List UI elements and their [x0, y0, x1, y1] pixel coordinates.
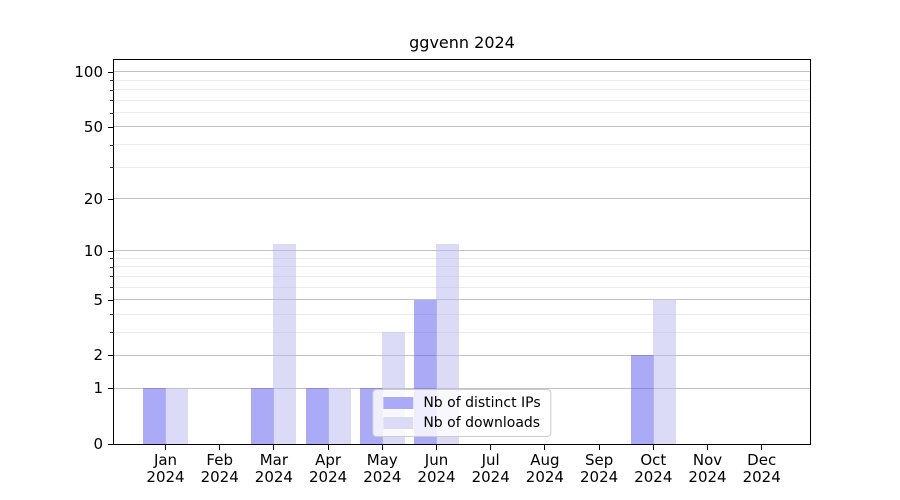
gridline-minor [114, 89, 810, 91]
gridline-minor [114, 257, 810, 259]
y-tick-label: 100 [74, 62, 103, 81]
gridline-minor [114, 144, 810, 146]
y-major-tick [108, 355, 114, 357]
gridline-major [114, 71, 810, 73]
y-tick-label: 10 [83, 241, 103, 260]
x-tick [598, 445, 600, 450]
gridline-minor [114, 166, 810, 168]
bar-downloads-jan [165, 388, 188, 444]
y-minor-tick [110, 266, 114, 268]
y-major-tick [108, 250, 114, 252]
gridline-minor [114, 266, 810, 268]
x-tick [381, 445, 383, 450]
y-tick-label: 1 [93, 379, 103, 398]
x-tick [490, 445, 492, 450]
y-major-tick [108, 71, 114, 73]
y-minor-tick [110, 112, 114, 114]
bar-distinct-ips-oct [630, 355, 654, 444]
y-minor-tick [110, 287, 114, 289]
y-minor-tick [110, 332, 114, 334]
x-tick-label: Dec 2024 [742, 451, 781, 486]
x-tick-label: Aug 2024 [525, 451, 564, 486]
plot-area: Nb of distinct IPs Nb of downloads [113, 59, 811, 445]
x-tick [707, 445, 708, 450]
y-minor-tick [110, 144, 114, 146]
bar-distinct-ips-apr [305, 388, 329, 444]
bar-distinct-ips-mar [251, 388, 275, 444]
x-tick [165, 445, 166, 450]
y-tick-label: 50 [83, 117, 103, 136]
gridline-minor [114, 313, 810, 315]
legend: Nb of distinct IPs Nb of downloads [372, 389, 552, 437]
x-tick-label: Jun 2024 [417, 451, 456, 486]
y-minor-tick [110, 276, 114, 278]
bar-distinct-ips-jan [143, 388, 166, 444]
y-tick-label: 2 [93, 346, 103, 365]
gridline-major [114, 126, 810, 128]
gridline-minor [114, 99, 810, 101]
chart-title: ggvenn 2024 [409, 33, 515, 52]
x-tick-label: Apr 2024 [309, 451, 348, 486]
y-major-tick [108, 388, 114, 390]
y-major-tick [108, 126, 114, 128]
legend-swatch-distinct-ips [383, 397, 414, 409]
y-tick-label: 0 [93, 435, 103, 453]
x-tick-label: Oct 2024 [634, 451, 673, 486]
gridline-major [114, 198, 810, 199]
legend-swatch-downloads [383, 417, 414, 429]
legend-label: Nb of distinct IPs [423, 395, 541, 411]
legend-item: Nb of distinct IPs [383, 395, 541, 411]
gridline-minor [114, 275, 810, 277]
x-tick-label: Feb 2024 [200, 451, 239, 486]
x-tick-label: Mar 2024 [254, 451, 293, 486]
gridline-minor [114, 79, 810, 81]
y-major-tick [108, 198, 114, 200]
legend-label: Nb of downloads [423, 415, 541, 431]
x-tick [436, 445, 437, 450]
bar-downloads-apr [327, 388, 351, 444]
x-tick [219, 445, 221, 450]
x-tick-label: Jul 2024 [471, 451, 510, 486]
gridline-major [114, 354, 810, 356]
gridline-minor [114, 112, 810, 114]
y-minor-tick [110, 167, 114, 169]
gridline-major [114, 387, 810, 389]
x-tick [652, 445, 654, 450]
x-tick-label: Sep 2024 [580, 451, 619, 486]
bar-downloads-oct [652, 299, 676, 444]
x-tick-label: May 2024 [363, 451, 402, 486]
y-major-tick [108, 444, 114, 445]
legend-item: Nb of downloads [383, 415, 540, 431]
y-minor-tick [110, 258, 114, 260]
gridline-minor [114, 286, 810, 288]
y-minor-tick [110, 314, 114, 316]
y-major-tick [108, 299, 114, 301]
x-tick-label: Jan 2024 [146, 451, 185, 486]
bar-downloads-mar [273, 243, 297, 444]
x-tick-label: Nov 2024 [688, 451, 727, 486]
x-tick [327, 445, 329, 450]
y-minor-tick [110, 89, 114, 91]
gridline-minor [114, 331, 810, 333]
x-tick [544, 445, 546, 450]
x-tick [761, 445, 763, 450]
gridline-major [114, 299, 810, 301]
x-tick [273, 445, 275, 450]
y-minor-tick [110, 100, 114, 102]
gridline-major [114, 250, 810, 252]
y-tick-label: 20 [83, 189, 103, 208]
y-tick-label: 5 [93, 290, 103, 309]
y-minor-tick [110, 80, 114, 82]
